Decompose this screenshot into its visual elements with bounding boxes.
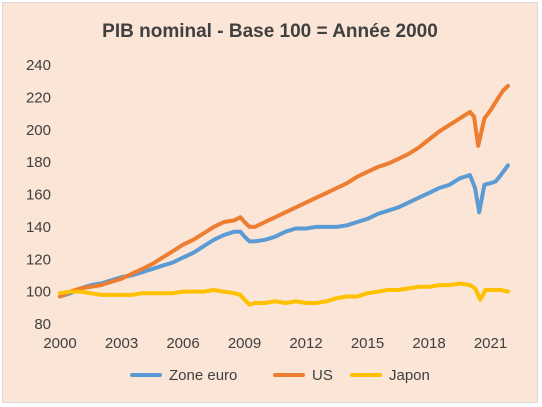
legend-swatch [130,373,162,377]
x-tick-label: 2003 [105,335,138,352]
chart-title: PIB nominal - Base 100 = Année 2000 [102,21,438,42]
y-tick-label: 80 [34,316,51,333]
series-line-zone-euro [58,163,510,299]
y-tick-label: 160 [26,187,51,204]
y-tick-label: 240 [26,57,51,74]
y-tick-label: 140 [26,219,51,236]
y-tick-label: 120 [26,251,51,268]
x-tick-label: 2018 [412,335,445,352]
y-tick-label: 220 [26,89,51,106]
x-tick-label: 2006 [166,335,199,352]
legend-item: Zone euro [130,363,237,387]
series-line-us [58,84,510,299]
x-tick-label: 2009 [228,335,261,352]
legend-swatch [273,373,305,377]
series-line-japon [58,281,510,307]
y-tick-label: 100 [26,284,51,301]
legend-item: Japon [350,363,430,387]
x-tick-label: 2000 [43,335,76,352]
line-chart: 80 100 120 140 160 180 200 220 240 2000 2003 2006 20… [26,57,510,352]
legend-swatch [350,373,382,377]
legend-label: Zone euro [169,366,238,384]
legend-item: US [273,363,333,387]
legend-label: US [312,366,333,384]
chart-area: PIB nominal - Base 100 = Année 2000 80 10… [2,2,538,403]
x-tick-label: 2012 [289,335,322,352]
chart-legend: Zone euro US Japon [3,363,537,387]
y-tick-label: 200 [26,122,51,139]
x-tick-label: 2021 [474,335,507,352]
x-tick-label: 2015 [351,335,384,352]
y-tick-label: 180 [26,154,51,171]
legend-label: Japon [389,366,430,384]
